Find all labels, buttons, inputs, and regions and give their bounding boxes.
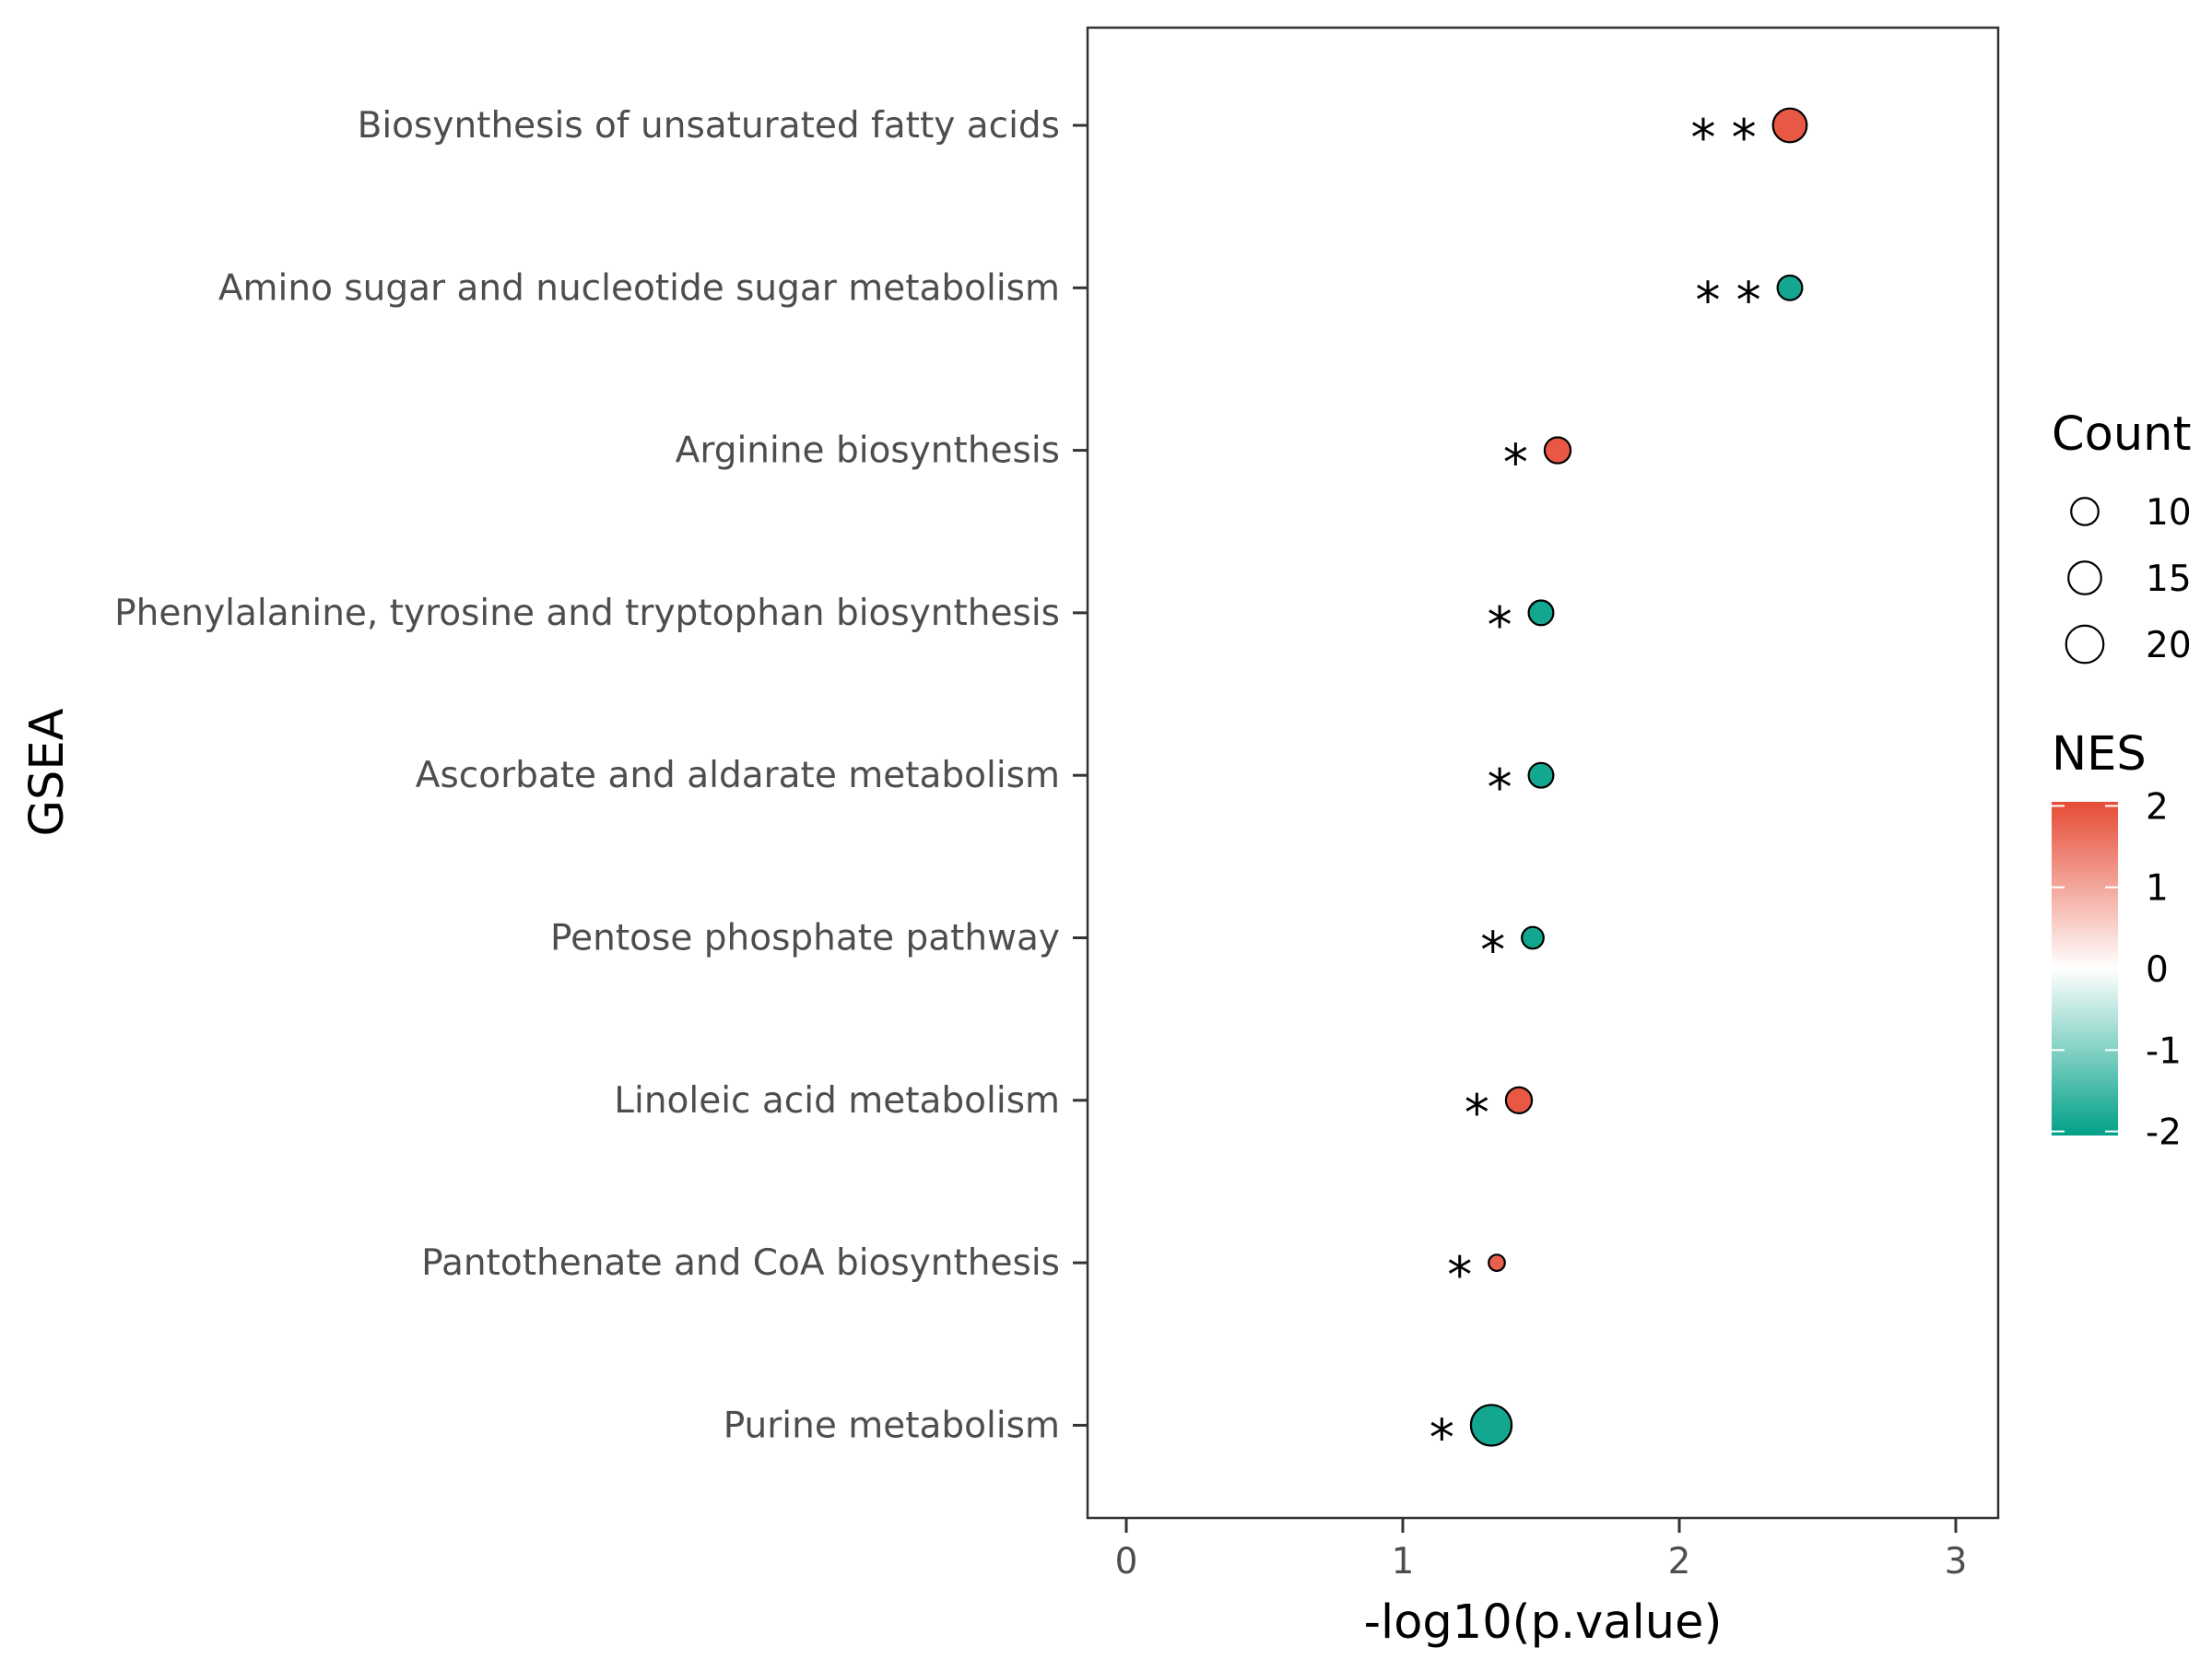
y-tick-label: Arginine biosynthesis [676, 430, 1060, 472]
data-point [1527, 599, 1555, 627]
x-axis-title: -log10(p.value) [1364, 1595, 1723, 1650]
x-tick-label: 0 [1115, 1541, 1138, 1583]
significance-label: * * [1691, 109, 1757, 167]
nes-tick-label: 0 [2146, 949, 2169, 991]
y-tick-label: Ascorbate and aldarate metabolism [416, 755, 1060, 796]
count-legend-label: 10 [2146, 492, 2192, 534]
y-tick-label: Phenylalanine, tyrosine and tryptophan b… [114, 593, 1060, 634]
data-point [1504, 1086, 1534, 1115]
significance-label: * * [1695, 271, 1760, 329]
count-legend-title: Count [2052, 407, 2191, 462]
y-axis: Biosynthesis of unsaturated fatty acids A… [114, 105, 1088, 1446]
x-tick-label: 3 [1945, 1541, 1968, 1583]
y-tick-label: Pantothenate and CoA biosynthesis [421, 1242, 1060, 1284]
significance-label: * [1488, 759, 1512, 817]
count-legend-key [2067, 560, 2102, 595]
significance-label: * [1488, 596, 1512, 654]
significance-label: * [1480, 922, 1505, 980]
nes-tick-label: 2 [2146, 786, 2169, 828]
nes-legend: NES 2 1 0 -1 -2 [2052, 727, 2182, 1154]
y-tick-label: Pentose phosphate pathway [550, 918, 1060, 959]
data-point [1543, 436, 1572, 465]
count-legend-label: 20 [2146, 625, 2192, 666]
y-tick-label: Purine metabolism [724, 1405, 1060, 1446]
data-point [1488, 1253, 1506, 1272]
data-point [1521, 925, 1545, 950]
x-tick-label: 1 [1392, 1541, 1415, 1583]
significance-label: * [1503, 434, 1528, 492]
significance-label: * [1465, 1084, 1489, 1142]
data-points: * * * * * * * * * * * [1430, 107, 1808, 1466]
data-point [1527, 761, 1555, 789]
count-legend-label: 15 [2146, 559, 2192, 600]
nes-tick-label: -2 [2146, 1112, 2182, 1154]
y-axis-title: GSEA [20, 708, 75, 836]
data-point [1469, 1404, 1513, 1447]
nes-tick-label: -1 [2146, 1030, 2182, 1072]
x-axis: 0 1 2 3 [1115, 1518, 1968, 1583]
count-legend-key [2070, 497, 2100, 526]
y-tick-label: Biosynthesis of unsaturated fatty acids [358, 105, 1060, 147]
nes-tick-label: 1 [2146, 868, 2169, 910]
data-point [1771, 107, 1808, 144]
significance-label: * [1447, 1246, 1472, 1304]
count-legend-key [2065, 624, 2105, 665]
y-tick-label: Linoleic acid metabolism [614, 1080, 1060, 1122]
count-legend: Count 10 15 20 [2052, 407, 2192, 666]
significance-label: * [1430, 1408, 1454, 1466]
x-tick-label: 2 [1668, 1541, 1691, 1583]
nes-legend-title: NES [2052, 727, 2147, 782]
data-point [1776, 274, 1804, 301]
y-tick-label: Amino sugar and nucleotide sugar metabol… [218, 267, 1060, 309]
